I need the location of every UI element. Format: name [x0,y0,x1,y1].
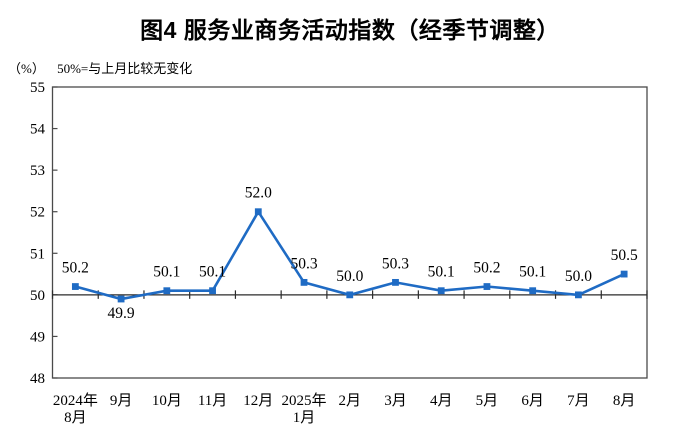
data-point-marker [117,295,125,303]
y-axis-tick-label: 50 [30,288,45,304]
data-point-label: 50.3 [290,255,317,272]
data-point-label: 50.1 [199,264,226,281]
x-axis-label: 12月 [243,393,273,409]
data-point-label: 50.1 [153,264,180,281]
data-point-marker [346,291,354,299]
y-axis-tick-label: 53 [30,163,45,179]
data-point-label: 50.5 [611,247,638,264]
data-point-label: 50.1 [428,264,455,281]
y-axis-tick-label: 54 [30,122,46,138]
data-series-line [75,209,625,301]
x-axis-label: 9月 [110,393,133,409]
y-axis-tick-label: 55 [30,80,45,96]
data-point-label: 50.0 [336,268,363,285]
x-axis-label: 6月 [521,393,544,409]
data-point-marker [71,283,79,290]
x-axis-label: 10月 [152,393,182,409]
data-point-label: 50.0 [565,268,592,285]
x-axis-label: 8月 [613,393,636,409]
y-axis-tick-label: 51 [30,246,45,262]
data-point-marker [163,287,171,295]
data-point-marker [392,278,399,286]
data-point-marker [254,208,262,216]
data-point-marker [300,278,308,286]
x-axis-label: 2025年 [282,392,327,409]
x-axis-label: 5月 [476,393,499,409]
data-point-label: 50.2 [62,260,89,277]
chart-subtitle: 50%=与上月比较无变化 [57,61,193,76]
data-point-label: 50.2 [473,260,500,277]
x-axis-label: 1月 [293,410,316,426]
data-point-label: 49.9 [108,305,135,322]
x-axis-label: 2月 [338,393,361,409]
x-axis-label: 8月 [64,410,87,426]
data-point-marker [437,287,445,295]
data-point-label: 52.0 [245,185,272,202]
data-point-marker [529,287,537,295]
x-axis-label: 2024年 [53,392,98,409]
data-point-marker [620,270,628,278]
x-axis-label: 11月 [198,393,227,409]
x-axis-label: 4月 [430,393,453,409]
data-point-marker [209,287,216,295]
x-axis-label: 3月 [384,393,407,409]
y-axis-tick-label: 48 [30,371,45,387]
data-point-label: 50.1 [519,264,546,281]
x-axis-label: 7月 [567,393,590,409]
y-axis-tick-label: 49 [30,329,45,345]
y-axis-unit-label: （%） [8,61,45,76]
data-point-marker [483,283,491,290]
y-axis-tick-label: 52 [30,205,45,221]
data-point-label: 50.3 [382,255,409,272]
chart-title: 图4 服务业商务活动指数（经季节调整） [140,17,560,43]
plot-border [51,86,648,379]
data-point-marker [575,291,582,299]
axis-unit-and-subtitle: （%） 50%=与上月比较无变化 [8,58,192,77]
